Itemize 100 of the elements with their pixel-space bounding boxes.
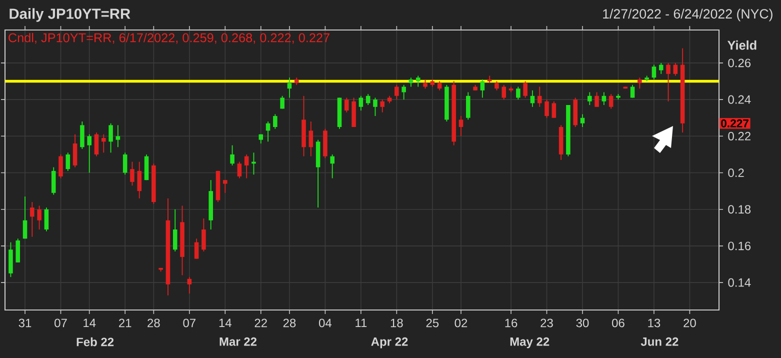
candlestick	[266, 121, 270, 142]
candlestick	[608, 94, 614, 110]
candlestick	[416, 75, 420, 88]
candlestick	[137, 161, 142, 199]
candlestick	[51, 166, 56, 196]
candlestick	[358, 95, 364, 111]
candlestick	[37, 205, 42, 230]
candlestick	[66, 152, 70, 172]
x-tick-label: 28	[148, 318, 160, 328]
text: Feb 22	[76, 337, 114, 346]
chart-title: Daily JP10YT=RR	[10, 8, 130, 22]
text: Jun 22	[640, 337, 678, 346]
candlestick	[130, 161, 134, 186]
candlestick	[394, 84, 399, 100]
x-tick-label: 28	[283, 318, 296, 328]
candlestick	[308, 121, 314, 157]
x-tick-label: 21	[119, 318, 132, 328]
candlestick	[366, 94, 370, 106]
candlestick	[638, 77, 642, 90]
candlestick	[516, 86, 520, 100]
x-tick-label: 14	[219, 318, 232, 327]
y-tick-label: 0.26	[728, 58, 751, 68]
x-tick-label: 25	[426, 318, 439, 328]
x-tick-label: 07	[183, 318, 196, 328]
candlestick	[8, 242, 13, 278]
candlestick	[602, 92, 606, 106]
y-axis-title: Yield	[727, 40, 756, 50]
chart-subtitle: 1/27/2022 - 6/24/2022 (NYC)	[603, 8, 772, 22]
candlestick	[594, 92, 599, 108]
x-tick-label: 02	[454, 318, 468, 328]
candlestick	[280, 95, 284, 110]
candlestick	[202, 218, 206, 252]
candlestick	[537, 86, 542, 108]
candlestick	[223, 180, 228, 194]
candlestick	[423, 78, 428, 90]
candlestick	[437, 80, 442, 91]
candlestick	[122, 152, 128, 176]
candlestick	[87, 134, 92, 174]
y-tick-label: 0.22	[728, 132, 750, 140]
annotation: Cndl, JP10YT=RR, 6/17/2022, 0.259, 0.268, 0.222, 0.227	[8, 32, 330, 44]
y-tick-label: 0.16	[728, 242, 751, 250]
x-tick-label: 22	[254, 318, 267, 328]
candlestick	[458, 116, 464, 137]
candlestick	[30, 202, 34, 238]
candlestick	[172, 208, 178, 252]
x-tick-label: 18	[390, 318, 403, 328]
x-tick-label: 14	[84, 318, 96, 327]
candlestick	[94, 132, 99, 157]
x-tick-label: 07	[54, 318, 67, 328]
candlestick	[494, 80, 499, 91]
candlestick	[402, 84, 406, 100]
x-tick-label: 30	[576, 318, 589, 328]
candlestick	[194, 238, 199, 260]
candlestick	[273, 114, 278, 130]
candlestick	[237, 161, 242, 179]
candlestick	[44, 207, 49, 232]
candlestick	[144, 154, 149, 181]
y-tick-label: 0.24	[728, 95, 751, 104]
candlestick	[116, 124, 120, 148]
x-tick-label: 23	[540, 318, 553, 328]
candlestick	[108, 122, 113, 154]
x-tick-label: 31	[18, 318, 32, 328]
candlestick	[22, 196, 28, 240]
candlestick	[380, 99, 385, 113]
annotation: 0.227	[721, 119, 748, 128]
candlestick	[588, 92, 592, 106]
candlestick	[187, 276, 192, 294]
candlestick	[630, 84, 635, 98]
x-tick-label: 16	[505, 318, 518, 328]
candlestick	[502, 84, 506, 100]
candlestick	[244, 154, 249, 179]
candlestick	[466, 92, 470, 120]
text: Apr 22	[371, 337, 408, 348]
x-tick-label: 20	[684, 318, 696, 328]
candlestick	[666, 62, 670, 102]
text: May 22	[510, 337, 550, 348]
candlestick	[652, 64, 656, 80]
x-tick-label: 11	[356, 318, 367, 327]
x-tick-label: 04	[318, 318, 332, 328]
y-tick-label: 0.18	[728, 205, 751, 214]
x-tick-label: 06	[612, 318, 624, 328]
candlestick	[373, 97, 378, 116]
candlestick	[287, 77, 292, 98]
y-tick-label: 0.14	[728, 278, 751, 287]
candlestick	[480, 78, 485, 98]
candlestick	[330, 154, 334, 179]
candlestick	[344, 97, 349, 113]
text: Mar 22	[220, 337, 257, 346]
candlestick	[101, 134, 106, 154]
candlestick	[658, 62, 664, 74]
candlestick	[230, 144, 234, 166]
candlestick	[552, 100, 556, 118]
candlestick	[72, 134, 78, 168]
candlestick	[673, 62, 678, 76]
y-tick-label: 0.2	[728, 168, 744, 178]
x-tick-label: 13	[648, 318, 660, 328]
candlestick	[80, 121, 84, 150]
candlestick	[16, 238, 20, 263]
candlestick	[523, 80, 528, 98]
candlestick	[58, 154, 63, 179]
